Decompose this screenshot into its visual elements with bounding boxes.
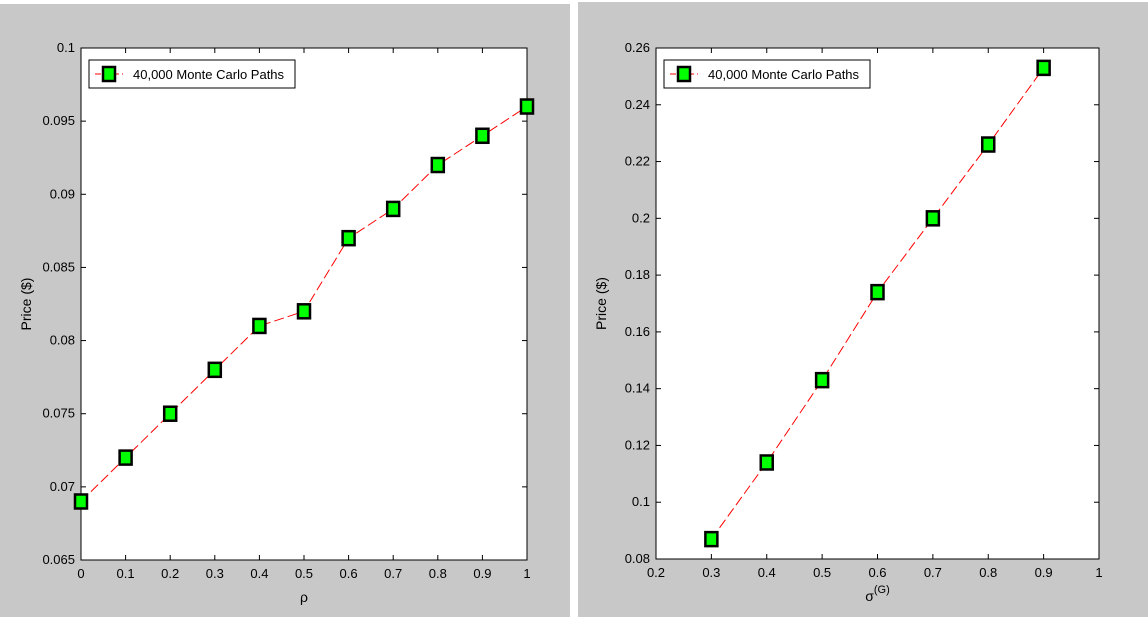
x-tick-label: 0.3: [206, 566, 224, 581]
x-tick-label: 0.8: [429, 566, 447, 581]
x-tick-label: 0.7: [384, 566, 402, 581]
data-point-marker: [162, 405, 178, 422]
y-tick-label: 0.08: [625, 551, 650, 566]
x-tick-label: 0.5: [813, 565, 831, 580]
x-tick-label: 0: [77, 566, 84, 581]
chart-svg-sigma: 0.2 0.3 0.4 0.5 0.6 0.7 0.8 0.9 1 0.08 0.1 0.12 0.14…: [593, 40, 1103, 604]
data-point-marker: [759, 454, 774, 471]
plot-area: [655, 47, 1100, 560]
y-tick-label: 0.07: [50, 479, 75, 494]
x-tick-label: 0.2: [161, 566, 179, 581]
x-tick-label: 0.6: [340, 566, 358, 581]
y-tick-label: 0.26: [625, 40, 650, 55]
data-point-marker: [118, 449, 133, 466]
x-tick-label: 1: [1095, 565, 1102, 580]
y-tick-label: 0.075: [42, 406, 75, 421]
data-point-marker: [925, 210, 941, 227]
x-tick-label: 1: [523, 566, 530, 581]
data-point-marker: [296, 303, 312, 320]
chart-panel-sigma: 0.2 0.3 0.4 0.5 0.6 0.7 0.8 0.9 1 0.08 0.1 0.12 0.14…: [578, 2, 1148, 617]
chart-svg-rho: 0 0.1 0.2 0.3 0.4 0.5 0.6 0.7 0.8 0.9 1 0.065 0.07 0.…: [18, 40, 535, 605]
y-tick-label: 0.14: [625, 381, 650, 396]
data-point-marker: [475, 127, 490, 145]
x-tick-label: 0.3: [702, 565, 720, 580]
data-point-marker: [252, 317, 267, 335]
x-tick-label: 0.1: [117, 566, 135, 581]
x-axis-label: σ(G): [865, 584, 890, 604]
y-tick-label: 0.08: [50, 333, 75, 348]
chart-panel-rho: 0 0.1 0.2 0.3 0.4 0.5 0.6 0.7 0.8 0.9 1 0.065 0.07 0.…: [0, 4, 570, 617]
y-tick-label: 0.18: [625, 267, 650, 282]
x-tick-label: 0.7: [924, 565, 942, 580]
data-point-marker: [1036, 59, 1051, 77]
data-point-marker: [870, 283, 885, 301]
y-tick-label: 0.22: [625, 154, 650, 169]
data-point-marker: [341, 229, 356, 247]
x-tick-label: 0.2: [647, 565, 665, 580]
y-tick-label: 0.065: [42, 552, 75, 567]
data-point-marker: [430, 156, 446, 174]
y-tick-label: 0.1: [632, 494, 650, 509]
x-tick-label: 0.6: [868, 565, 886, 580]
legend-label: 40,000 Monte Carlo Paths: [133, 67, 285, 82]
x-tick-label: 0.9: [473, 566, 491, 581]
y-tick-label: 0.1: [57, 40, 75, 55]
y-axis-label: Price ($): [18, 278, 34, 331]
x-tick-label: 0.8: [979, 565, 997, 580]
y-tick-label: 0.12: [625, 437, 650, 452]
y-axis-label: Price ($): [593, 277, 609, 330]
x-tick-label: 0.4: [250, 566, 268, 581]
data-point-marker: [73, 493, 89, 510]
x-tick-label: 0.4: [758, 565, 776, 580]
y-tick-label: 0.24: [625, 97, 650, 112]
legend-marker-swatch: [101, 65, 117, 83]
y-tick-label: 0.16: [625, 324, 650, 339]
x-axis-label-superscript: (G): [874, 584, 890, 596]
legend-box: [663, 59, 871, 89]
y-tick-label: 0.085: [42, 259, 75, 274]
data-point-marker: [385, 200, 401, 218]
legend-marker-swatch: [676, 65, 692, 83]
data-point-marker: [981, 136, 996, 153]
x-tick-label: 0.9: [1035, 565, 1053, 580]
y-tick-label: 0.09: [50, 186, 75, 201]
data-point-marker: [704, 530, 719, 548]
x-axis-label: ρ: [300, 589, 308, 605]
legend-label: 40,000 Monte Carlo Paths: [708, 67, 860, 82]
x-tick-label: 0.5: [295, 566, 313, 581]
data-point-marker: [207, 361, 223, 379]
y-tick-label: 0.2: [632, 210, 650, 225]
legend-box: [88, 59, 296, 89]
x-axis-label-base: ρ: [300, 589, 308, 605]
x-axis-label-base: σ: [865, 588, 874, 604]
data-point-marker: [519, 98, 535, 115]
data-point-marker: [814, 371, 830, 389]
y-tick-label: 0.095: [42, 113, 75, 128]
